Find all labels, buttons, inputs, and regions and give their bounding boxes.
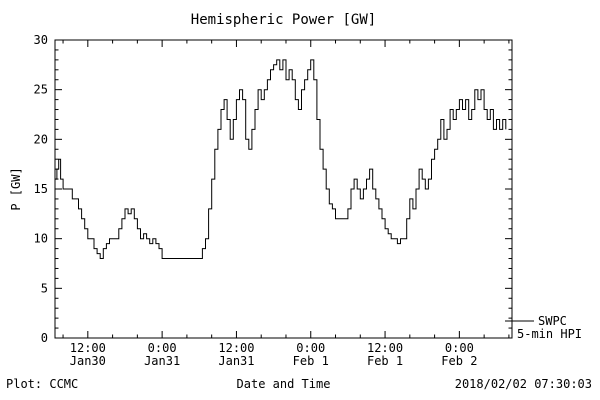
axis-tick-labels: 05101520253012:00Jan300:00Jan3112:00Jan3… [34, 33, 478, 368]
x-tick-date-label: Jan30 [70, 354, 106, 368]
x-tick-date-label: Feb 2 [441, 354, 477, 368]
y-tick-label: 5 [41, 281, 48, 295]
legend-label-source: SWPC [538, 314, 567, 328]
x-axis-title: Date and Time [236, 377, 331, 391]
x-tick-date-label: Jan31 [144, 354, 180, 368]
y-tick-label: 20 [34, 132, 48, 146]
x-tick-date-label: Feb 1 [367, 354, 403, 368]
y-tick-label: 25 [34, 83, 48, 97]
x-tick-date-label: Feb 1 [293, 354, 329, 368]
data-series [55, 59, 507, 259]
hpi-data-line [55, 59, 507, 259]
y-tick-label: 10 [34, 232, 48, 246]
x-tick-time-label: 0:00 [445, 341, 474, 355]
x-tick-time-label: 0:00 [148, 341, 177, 355]
y-tick-label: 0 [41, 331, 48, 345]
y-tick-label: 30 [34, 33, 48, 47]
chart-title: Hemispheric Power [GW] [190, 12, 377, 28]
x-tick-time-label: 0:00 [296, 341, 325, 355]
x-tick-time-label: 12:00 [70, 341, 106, 355]
x-tick-time-label: 12:00 [218, 341, 254, 355]
y-tick-label: 15 [34, 182, 48, 196]
x-tick-date-label: Jan31 [218, 354, 254, 368]
legend-label-product: 5-min HPI [517, 327, 582, 341]
plot-border [54, 39, 513, 339]
x-tick-time-label: 12:00 [367, 341, 403, 355]
plot-timestamp: 2018/02/02 07:30:03 [454, 377, 592, 391]
plot-credit: Plot: CCMC [6, 377, 79, 391]
axis-ticks [55, 39, 512, 339]
